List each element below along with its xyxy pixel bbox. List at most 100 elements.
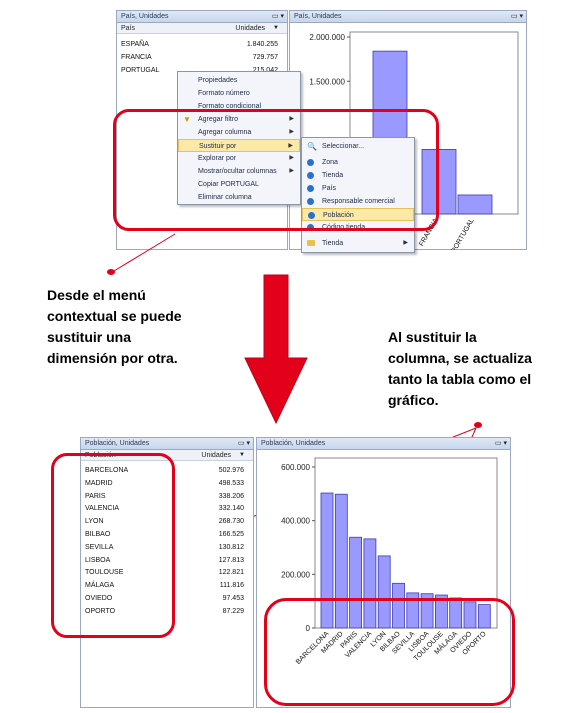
submenu-item-codigo-tienda[interactable]: Código tienda: [302, 221, 414, 231]
cell-pais: ESPAÑA: [121, 41, 149, 48]
cell-unidades: 1.840.255: [246, 41, 278, 48]
caption-right: Al sustituir la columna, se actualiza ta…: [388, 327, 532, 411]
cell-unidades: 130.812: [218, 543, 244, 551]
cell-poblacion: PARIS: [85, 492, 106, 500]
submenu-label: Tienda: [322, 172, 344, 179]
cell-unidades: 97.453: [222, 595, 244, 602]
header-unidades[interactable]: Unidades: [235, 25, 265, 32]
cell-poblacion: LYON: [85, 518, 104, 526]
header-unidades[interactable]: Unidades: [201, 452, 231, 459]
highlight-box-top: [113, 109, 439, 231]
menu-item-label: Explorar por: [198, 155, 237, 162]
bar: [434, 594, 448, 629]
menu-item-mostrar-ocultar[interactable]: Mostrar/ocultar columnas ▶: [178, 165, 300, 178]
y-tick-label: 0: [306, 624, 311, 633]
submenu-label: Seleccionar...: [322, 143, 365, 150]
cell-poblacion: BILBAO: [85, 531, 111, 538]
dimension-icon: [307, 159, 314, 166]
bar: [392, 582, 405, 629]
cell-poblacion: OPORTO: [85, 607, 116, 615]
top-table-header[interactable]: País Unidades ▼: [117, 23, 287, 34]
menu-item-formato-condicional[interactable]: Formato condicional: [178, 100, 300, 113]
cell-poblacion: MÁLAGA: [85, 582, 115, 590]
bar: [363, 538, 377, 629]
submenu-sustituir: 🔍 Seleccionar... Zona Tienda País Respons…: [301, 137, 415, 253]
cell-poblacion: SEVILLA: [85, 543, 114, 551]
panel-window-controls-icon[interactable]: ▭ ▾: [510, 13, 523, 20]
menu-item-sustituir-por[interactable]: Sustituir por ▶: [178, 139, 300, 152]
cell-unidades: 332.140: [218, 505, 244, 513]
sort-arrow-icon[interactable]: ▼: [239, 452, 245, 458]
menu-item-label: Copiar PORTUGAL: [198, 181, 259, 188]
panel-window-controls-icon[interactable]: ▭ ▾: [494, 440, 507, 447]
dimension-icon: [308, 212, 315, 219]
panel-title-text: País, Unidades: [294, 13, 342, 20]
cell-pais: FRANCIA: [121, 54, 152, 61]
caption-line: contextual se puede: [47, 308, 182, 324]
submenu-arrow-icon: ▶: [403, 240, 408, 246]
bar: [406, 592, 420, 629]
header-pais[interactable]: País: [121, 25, 136, 32]
submenu-arrow-icon: ▶: [288, 143, 293, 149]
folder-icon: [307, 240, 315, 246]
menu-item-propiedades[interactable]: Propiedades: [178, 74, 300, 87]
cell-unidades: 268.730: [218, 518, 244, 526]
y-tick-label: 400.000: [281, 517, 310, 526]
menu-item-agregar-filtro[interactable]: ▼ Agregar filtro ▶: [178, 113, 300, 126]
menu-item-label: Eliminar columna: [198, 194, 252, 201]
cell-poblacion: OVIEDO: [85, 595, 113, 602]
bar: [477, 604, 491, 629]
y-tick-label: 200.000: [281, 570, 310, 579]
cell-unidades: 111.816: [219, 582, 244, 590]
caption-line: columna, se actualiza: [388, 350, 532, 366]
cell-pais: PORTUGAL: [121, 67, 160, 74]
submenu-item-zona[interactable]: Zona: [302, 156, 414, 169]
bottom-table-panel-title: Población, Unidades ▭ ▾: [81, 438, 253, 450]
submenu-label: Tienda: [322, 240, 344, 247]
caption-line: sustituir una: [47, 329, 132, 345]
sort-arrow-icon[interactable]: ▼: [273, 25, 279, 31]
menu-item-label: Sustituir por: [199, 143, 237, 150]
submenu-item-tienda-folder[interactable]: Tienda ▶: [302, 237, 414, 250]
bar: [320, 492, 334, 629]
bottom-chart-panel-title: Población, Unidades ▭ ▾: [257, 438, 510, 450]
caption-line: tanto la tabla como el: [388, 371, 532, 387]
submenu-item-tienda[interactable]: Tienda: [302, 169, 414, 182]
x-tick-label: PORTUGAL: [450, 217, 475, 250]
highlight-box-chart: [264, 598, 515, 706]
submenu-item-responsable[interactable]: Responsable comercial: [302, 195, 414, 208]
caption-line: dimensión por otra.: [47, 350, 178, 366]
y-tick-label: 1.500.000: [309, 77, 345, 86]
menu-item-copiar[interactable]: Copiar PORTUGAL: [178, 178, 300, 191]
top-table-panel-title: País, Unidades ▭ ▾: [117, 11, 287, 23]
menu-item-formato-numero[interactable]: Formato número: [178, 87, 300, 100]
panel-title-text: Población, Unidades: [261, 440, 326, 447]
menu-item-label: Formato número: [198, 90, 250, 97]
context-menu: Propiedades Formato número Formato condi…: [177, 71, 301, 205]
menu-item-label: Agregar columna: [198, 129, 252, 136]
cell-poblacion: MADRID: [85, 479, 113, 487]
bar: [457, 194, 493, 215]
bar: [463, 601, 477, 629]
dimension-icon: [307, 224, 314, 231]
cell-poblacion: BARCELONA: [85, 467, 129, 474]
bar: [449, 597, 463, 629]
submenu-item-pais[interactable]: País: [302, 182, 414, 195]
y-tick-label: 600.000: [281, 463, 310, 472]
submenu-label: Responsable comercial: [322, 198, 395, 205]
filter-icon: ▼: [183, 115, 191, 124]
panel-window-controls-icon[interactable]: ▭ ▾: [271, 13, 284, 20]
menu-item-eliminar-columna[interactable]: Eliminar columna: [178, 191, 300, 204]
panel-title-text: Población, Unidades: [85, 440, 150, 447]
submenu-item-poblacion[interactable]: Población: [302, 208, 414, 221]
dimension-icon: [307, 172, 314, 179]
panel-window-controls-icon[interactable]: ▭ ▾: [237, 440, 250, 447]
top-chart-panel-title: País, Unidades ▭ ▾: [290, 11, 526, 23]
menu-item-label: Agregar filtro: [198, 116, 239, 123]
cell-unidades: 338.206: [218, 492, 244, 500]
y-tick-label: 2.000.000: [309, 33, 345, 42]
submenu-item-seleccionar[interactable]: 🔍 Seleccionar...: [302, 140, 414, 153]
bar: [421, 149, 457, 215]
menu-item-agregar-columna[interactable]: Agregar columna ▶: [178, 126, 300, 139]
menu-item-explorar-por[interactable]: Explorar por ▶: [178, 152, 300, 165]
